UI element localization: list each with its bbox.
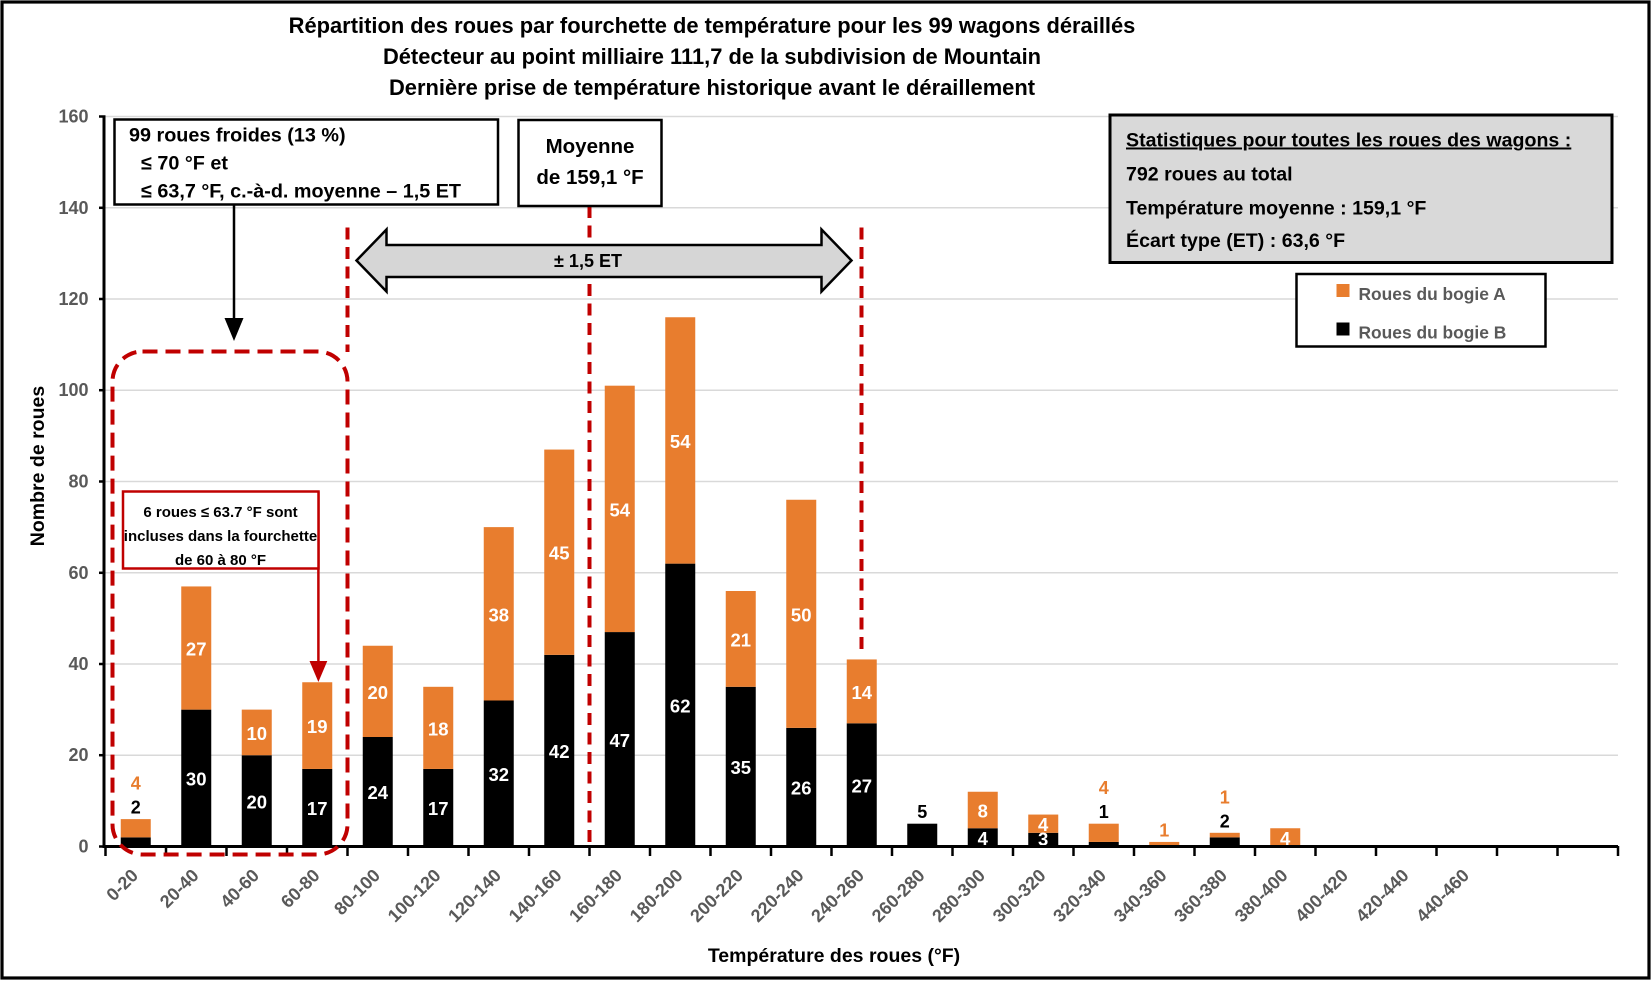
svg-text:17: 17	[307, 798, 328, 819]
svg-text:14: 14	[852, 682, 873, 703]
svg-text:de 159,1 °F: de 159,1 °F	[536, 166, 643, 189]
svg-text:Statistiques pour toutes les r: Statistiques pour toutes les roues des w…	[1126, 130, 1571, 152]
svg-text:21: 21	[731, 629, 752, 650]
svg-text:Nombre de roues: Nombre de roues	[27, 386, 49, 547]
svg-text:incluses dans la fourchette: incluses dans la fourchette	[124, 528, 317, 545]
svg-text:Écart type (ET) : 63,6 °F: Écart type (ET) : 63,6 °F	[1126, 229, 1345, 252]
svg-text:50: 50	[791, 604, 812, 625]
svg-text:2: 2	[1220, 811, 1230, 831]
svg-text:26: 26	[791, 778, 812, 799]
svg-text:4: 4	[978, 828, 989, 849]
svg-text:1: 1	[1099, 802, 1109, 822]
svg-text:6 roues ≤ 63.7 °F sont: 6 roues ≤ 63.7 °F sont	[143, 504, 297, 521]
svg-text:1: 1	[1220, 787, 1230, 807]
svg-text:18: 18	[428, 718, 449, 739]
svg-text:160: 160	[58, 107, 88, 127]
svg-text:± 1,5 ET: ± 1,5 ET	[554, 251, 622, 271]
svg-text:Température moyenne : 159,1 °F: Température moyenne : 159,1 °F	[1126, 198, 1426, 220]
svg-text:19: 19	[307, 716, 328, 737]
svg-text:100: 100	[58, 380, 88, 400]
svg-text:Roues du bogie A: Roues du bogie A	[1359, 284, 1507, 304]
svg-text:de 60 à 80 °F: de 60 à 80 °F	[175, 552, 266, 569]
svg-text:3: 3	[1038, 828, 1048, 849]
svg-text:0: 0	[78, 837, 88, 857]
svg-text:17: 17	[428, 798, 449, 819]
svg-text:54: 54	[670, 431, 691, 452]
svg-text:20: 20	[247, 791, 268, 812]
svg-text:20: 20	[368, 682, 389, 703]
svg-text:8: 8	[978, 801, 988, 822]
svg-text:38: 38	[489, 604, 510, 625]
svg-text:792 roues au total: 792 roues au total	[1126, 164, 1293, 186]
svg-text:4: 4	[1280, 828, 1291, 849]
svg-text:4: 4	[1038, 814, 1049, 835]
svg-text:54: 54	[610, 499, 631, 520]
svg-text:27: 27	[186, 639, 207, 660]
svg-text:2: 2	[131, 798, 141, 818]
svg-text:4: 4	[1099, 778, 1109, 798]
svg-text:Répartition des roues par four: Répartition des roues par fourchette de …	[289, 13, 1136, 38]
svg-text:Dernière prise de température: Dernière prise de température historique…	[389, 75, 1036, 100]
svg-text:40: 40	[68, 654, 88, 674]
svg-text:Détecteur au point milliaire 1: Détecteur au point milliaire 111,7 de la…	[383, 44, 1041, 69]
svg-text:20: 20	[68, 745, 88, 765]
svg-text:≤ 63,7 °F, c.-à-d. moyenne – 1: ≤ 63,7 °F, c.-à-d. moyenne – 1,5 ET	[141, 181, 461, 203]
svg-text:Température des roues (°F): Température des roues (°F)	[708, 945, 960, 967]
svg-text:140: 140	[58, 198, 88, 218]
svg-text:Roues du bogie B: Roues du bogie B	[1359, 323, 1507, 343]
svg-text:4: 4	[131, 774, 141, 794]
svg-text:80: 80	[68, 472, 88, 492]
svg-text:99 roues froides (13 %): 99 roues froides (13 %)	[129, 125, 346, 147]
svg-text:1: 1	[1159, 820, 1169, 840]
svg-text:Moyenne: Moyenne	[546, 135, 635, 158]
svg-text:42: 42	[549, 741, 570, 762]
svg-text:27: 27	[852, 775, 873, 796]
svg-text:32: 32	[489, 764, 510, 785]
svg-text:45: 45	[549, 543, 570, 564]
svg-text:60: 60	[68, 563, 88, 583]
svg-text:120: 120	[58, 289, 88, 309]
svg-text:10: 10	[247, 723, 268, 744]
svg-text:5: 5	[917, 802, 927, 822]
svg-text:≤ 70 °F et: ≤ 70 °F et	[141, 153, 228, 175]
svg-text:24: 24	[368, 782, 389, 803]
svg-text:35: 35	[731, 757, 752, 778]
svg-text:62: 62	[670, 696, 691, 717]
svg-text:30: 30	[186, 769, 207, 790]
svg-text:47: 47	[610, 730, 631, 751]
